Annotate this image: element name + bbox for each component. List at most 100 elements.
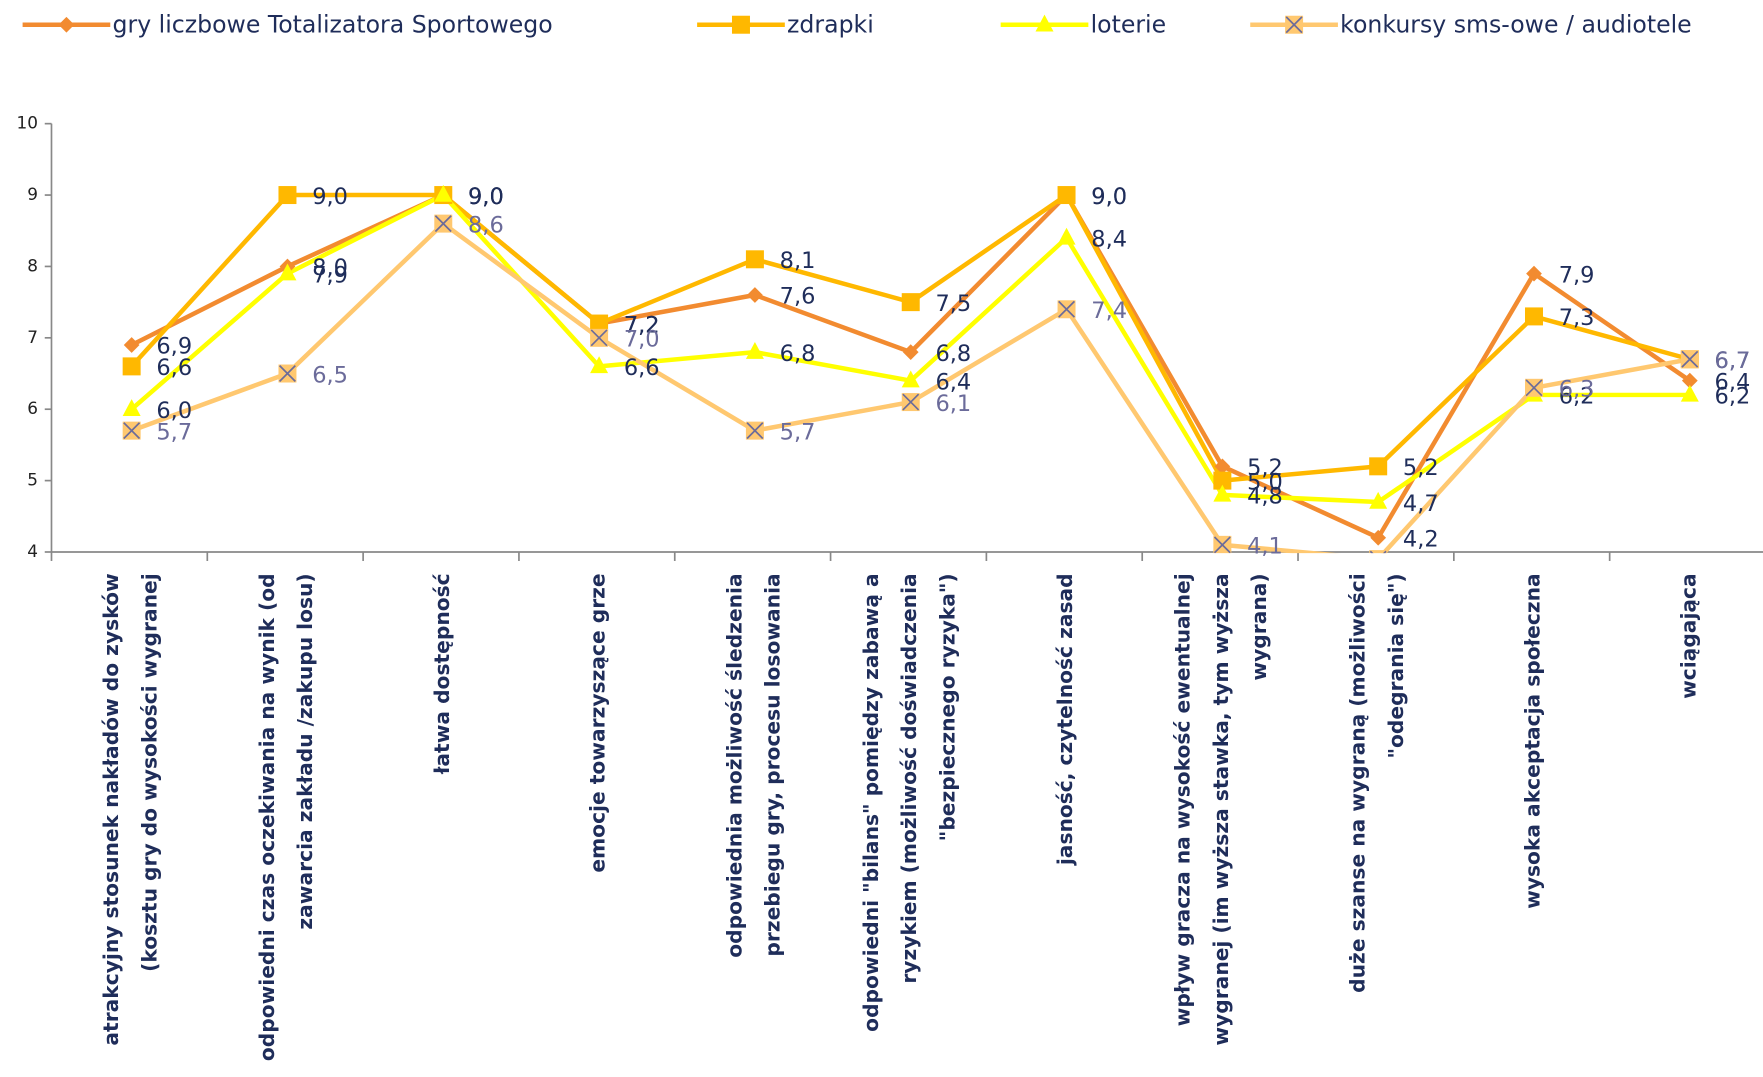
marker bbox=[1369, 550, 1388, 554]
x-tick-label: duże szanse na wygraną (możliwości "odegr… bbox=[1346, 573, 1408, 992]
marker bbox=[745, 341, 764, 359]
data-label: 6,4 bbox=[935, 369, 971, 395]
legend-marker bbox=[1285, 15, 1304, 34]
legend-label: gry liczbowe Totalizatora Sportowego bbox=[113, 10, 553, 38]
data-label: 7,2 bbox=[624, 312, 660, 338]
x-tick-label: odpowiednia możliwość śledzenia przebiegu… bbox=[722, 573, 784, 957]
marker-x bbox=[1369, 550, 1387, 554]
series-line bbox=[129, 192, 1691, 483]
marker bbox=[122, 399, 141, 416]
data-label: 6,5 bbox=[312, 362, 348, 388]
x-tick-label-line: zawarcia zakładu /zakupu losu) bbox=[293, 573, 317, 929]
data-label: 6,8 bbox=[935, 341, 971, 367]
legend-marker bbox=[58, 16, 75, 33]
marker bbox=[1057, 186, 1076, 205]
x-tick-label-line: przebiegu gry, procesu losowania bbox=[761, 573, 785, 956]
marker bbox=[590, 328, 609, 347]
legend-label: loterie bbox=[1091, 10, 1167, 38]
data-label: 5,0 bbox=[1247, 469, 1283, 495]
data-label: 7,9 bbox=[1559, 262, 1595, 288]
marker bbox=[1369, 457, 1388, 476]
x-tick-label-line: wysoka akceptacja społeczna bbox=[1520, 573, 1544, 909]
marker bbox=[901, 293, 920, 312]
x-tick-label-line: emocje towarzyszące grze bbox=[586, 573, 610, 872]
x-tick-label-line: wciągająca bbox=[1676, 573, 1700, 699]
x-tick-label-line: odpowiednia możliwość śledzenia bbox=[722, 573, 746, 957]
data-label: 9,0 bbox=[468, 184, 504, 210]
y-tick-label: 4 bbox=[27, 541, 38, 561]
marker bbox=[434, 184, 453, 202]
data-label: 9,0 bbox=[312, 184, 348, 210]
data-label: 7,3 bbox=[1559, 305, 1595, 331]
marker bbox=[1213, 535, 1232, 554]
marker bbox=[745, 421, 764, 440]
x-tick-label: emocje towarzyszące grze bbox=[586, 573, 610, 872]
marker bbox=[122, 421, 141, 440]
data-label: 6,8 bbox=[780, 341, 816, 367]
data-label: 6,2 bbox=[1715, 384, 1751, 410]
legend-label: konkursy sms-owe / audiotele bbox=[1340, 10, 1692, 38]
marker-x bbox=[1525, 379, 1543, 397]
y-tick-label: 6 bbox=[27, 398, 38, 418]
marker-x bbox=[1213, 536, 1231, 554]
x-tick-label: jasność, czytelność zasad bbox=[1053, 573, 1077, 866]
data-label: 6,3 bbox=[1559, 377, 1595, 403]
marker bbox=[434, 214, 453, 233]
data-label: 5,2 bbox=[1403, 455, 1439, 481]
data-label: 9,0 bbox=[468, 184, 504, 210]
marker bbox=[1525, 378, 1543, 397]
plot-area bbox=[122, 184, 1699, 554]
x-tick-label-line: "odegrania się") bbox=[1384, 573, 1408, 758]
x-tick-label: odpowiedni czas oczekiwania na wynik (od… bbox=[255, 573, 317, 1061]
marker bbox=[901, 393, 920, 412]
x-tick-label-line: łatwa dostępność bbox=[430, 573, 454, 775]
marker bbox=[902, 344, 919, 360]
x-tick-label: łatwa dostępność bbox=[430, 573, 454, 775]
legend-marker bbox=[1035, 14, 1054, 32]
legend-label: zdrapki bbox=[787, 10, 874, 38]
marker bbox=[1369, 491, 1388, 509]
x-tick-label-line: wygrana) bbox=[1247, 573, 1271, 680]
data-label: 6,6 bbox=[156, 355, 192, 381]
x-tick-label-line: wygranej (im wyższa stawka, tym wyższa bbox=[1209, 573, 1233, 1045]
data-label: 4,7 bbox=[1403, 491, 1439, 517]
marker bbox=[747, 287, 763, 303]
data-label: 4,8 bbox=[1247, 484, 1283, 510]
x-tick-label-line: "bezpiecznego ryzyka") bbox=[935, 573, 959, 841]
data-label: 6,4 bbox=[1715, 369, 1751, 395]
marker-x bbox=[434, 215, 452, 233]
marker bbox=[1680, 350, 1699, 369]
x-tick-label: odpowiedni "bilans" pomiędzy zabawą a ryz… bbox=[859, 573, 959, 1031]
y-tick-label: 10 bbox=[17, 113, 38, 133]
marker-x bbox=[590, 329, 608, 347]
marker-x bbox=[902, 393, 920, 411]
data-label: 9,0 bbox=[1091, 184, 1127, 210]
x-tick-label: wysoka akceptacja społeczna bbox=[1520, 573, 1544, 909]
marker bbox=[590, 314, 609, 333]
marker bbox=[745, 250, 764, 269]
data-label: 8,1 bbox=[780, 248, 816, 274]
marker bbox=[1057, 227, 1076, 245]
marker-x bbox=[746, 422, 764, 440]
data-label: 7,5 bbox=[935, 291, 971, 317]
marker bbox=[278, 263, 297, 281]
marker-x bbox=[123, 422, 141, 440]
series-line bbox=[130, 192, 1692, 540]
marker-x bbox=[1681, 350, 1699, 368]
data-label: 4,2 bbox=[1403, 526, 1439, 552]
marker-x bbox=[1058, 300, 1076, 318]
data-label: 6,6 bbox=[624, 355, 660, 381]
data-label: 8,6 bbox=[468, 212, 504, 238]
marker bbox=[1213, 471, 1232, 490]
marker bbox=[1525, 307, 1543, 326]
marker bbox=[278, 186, 297, 205]
data-label: 5,7 bbox=[780, 419, 816, 445]
data-label: 6,0 bbox=[156, 398, 192, 424]
data-label: 5,7 bbox=[156, 419, 192, 445]
marker-x bbox=[1285, 16, 1303, 34]
data-label: 7,9 bbox=[312, 262, 348, 288]
marker bbox=[278, 364, 297, 383]
data-label: 6,7 bbox=[1715, 348, 1751, 374]
y-tick-label: 9 bbox=[27, 184, 38, 204]
